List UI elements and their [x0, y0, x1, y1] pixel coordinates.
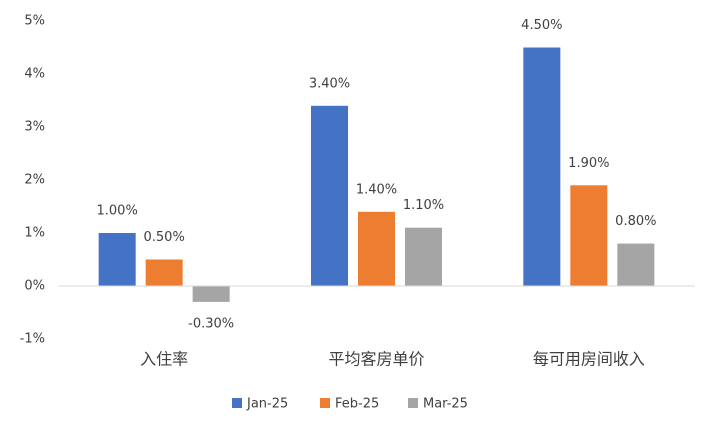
value-label: 1.00%	[97, 204, 138, 219]
value-label: 4.50%	[521, 18, 562, 33]
bar	[192, 286, 230, 302]
x-tick-label: 平均客房单价	[328, 350, 424, 369]
y-tick-label: 3%	[24, 120, 45, 135]
bar	[145, 259, 183, 286]
y-tick-label: 0%	[24, 279, 45, 294]
value-label: 1.90%	[568, 156, 609, 171]
legend-swatch	[408, 398, 418, 408]
bar	[570, 185, 608, 286]
value-label: 0.50%	[144, 230, 185, 245]
bar	[98, 233, 136, 286]
legend-swatch	[320, 398, 330, 408]
y-tick-label: 2%	[24, 173, 45, 188]
value-label: 0.80%	[615, 214, 656, 229]
bar	[358, 211, 395, 286]
bar	[523, 47, 561, 286]
x-tick-label: 入住率	[140, 350, 188, 369]
value-label: -0.30%	[188, 316, 234, 331]
y-tick-label: 5%	[24, 14, 45, 29]
bar	[617, 243, 655, 286]
legend-label: Mar-25	[423, 397, 468, 412]
legend-label: Jan-25	[246, 397, 288, 412]
bar	[405, 227, 442, 286]
value-label: 1.40%	[356, 182, 397, 197]
y-tick-label: 1%	[24, 226, 45, 241]
y-tick-label: 4%	[24, 67, 45, 82]
legend-label: Feb-25	[335, 397, 379, 412]
value-label: 3.40%	[309, 76, 350, 91]
legend-swatch	[232, 398, 242, 408]
bar	[311, 105, 348, 286]
x-tick-label: 每可用房间收入	[533, 350, 645, 369]
value-label: 1.10%	[403, 198, 444, 213]
y-tick-label: -1%	[20, 332, 45, 347]
